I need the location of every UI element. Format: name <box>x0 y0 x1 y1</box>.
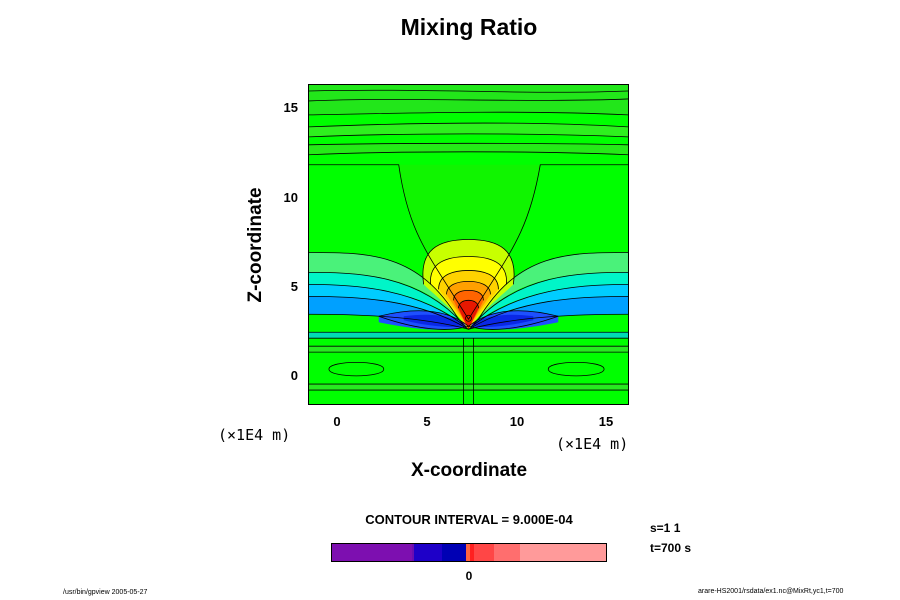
colorbar-segment <box>332 544 412 561</box>
contour-fill <box>468 314 534 327</box>
maximum-center <box>458 300 479 330</box>
contour-fill <box>309 384 628 391</box>
contour-plot-area <box>308 84 629 405</box>
contour-fill <box>309 143 628 155</box>
contour-fill <box>473 272 628 325</box>
x-tick-label: 15 <box>598 414 614 429</box>
contour-fill <box>309 284 467 328</box>
colorbar-segment <box>412 544 414 561</box>
contour-fill <box>309 252 459 320</box>
colorbar-segment <box>470 544 474 561</box>
y-tick-label: 10 <box>283 190 298 205</box>
colorbar-segment <box>442 544 466 561</box>
colorbar-segment <box>494 544 520 561</box>
y-tick-label: 15 <box>283 100 298 115</box>
contour-fill <box>309 332 628 339</box>
colorbar <box>331 543 607 562</box>
chart-title: Mixing Ratio <box>400 14 538 40</box>
contour-fill <box>470 284 628 328</box>
colorbar-segment <box>474 544 494 561</box>
footer-right: arare-HS2001/rsdata/ex1.nc@MixRt,yc1,t=7… <box>698 588 844 595</box>
contour-fill <box>403 314 469 327</box>
x-axis-unit: (×1E4 m) <box>556 435 629 453</box>
y-axis-label: Z-coordinate <box>245 187 266 303</box>
contour-fill <box>309 123 628 137</box>
x-tick-label: 10 <box>509 414 525 429</box>
step-annotation: s=1 1 <box>650 521 681 535</box>
colorbar-segment <box>520 544 606 561</box>
y-tick-label: 5 <box>290 279 298 294</box>
x-tick-label: 0 <box>333 414 341 429</box>
contour-lines <box>309 89 628 404</box>
x-tick-label: 5 <box>423 414 431 429</box>
contour-fill <box>309 272 464 325</box>
contour-interval-label: CONTOUR INTERVAL = 9.000E-04 <box>365 512 573 527</box>
x-axis-label: X-coordinate <box>410 460 528 481</box>
colorbar-zero-label: 0 <box>465 569 473 583</box>
y-tick-label: 0 <box>290 368 298 383</box>
footer-left: /usr/bin/gpview 2005-05-27 <box>63 589 148 596</box>
contour-fill <box>478 252 628 320</box>
y-axis-unit: (×1E4 m) <box>218 426 291 444</box>
colorbar-segment <box>466 544 470 561</box>
time-annotation: t=700 s <box>650 541 692 555</box>
contour-fill <box>309 346 628 353</box>
colorbar-segment <box>414 544 442 561</box>
